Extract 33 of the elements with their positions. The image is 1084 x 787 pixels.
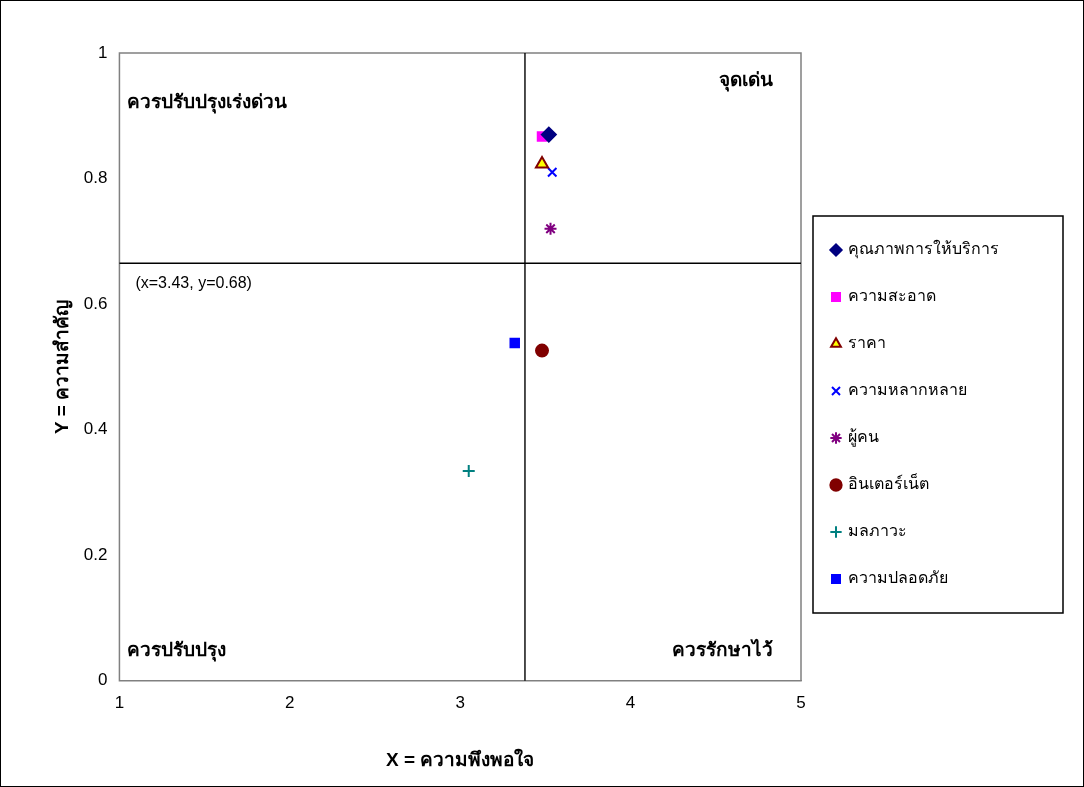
legend-label: คุณภาพการให้บริการ bbox=[848, 239, 999, 260]
legend-label: ผู้คน bbox=[848, 428, 879, 448]
y-tick-label: 1 bbox=[97, 42, 108, 62]
y-tick-label: 0.2 bbox=[83, 544, 108, 564]
annotation: ควรรักษาไว้ bbox=[672, 638, 773, 661]
x-tick-label: 2 bbox=[285, 692, 295, 712]
y-tick-label: 0.4 bbox=[83, 419, 108, 439]
legend-label: ความปลอดภัย bbox=[848, 569, 948, 587]
legend-label: ราคา bbox=[848, 334, 886, 352]
point bbox=[546, 167, 558, 178]
annotation: ควรปรับปรุง bbox=[127, 639, 227, 663]
point bbox=[540, 126, 557, 143]
y-tick-label: 0.6 bbox=[83, 293, 108, 313]
annotation: ควรปรับปรุงเร่งด่วน bbox=[127, 91, 288, 115]
legend-label: ความสะอาด bbox=[848, 287, 936, 305]
x-tick-label: 4 bbox=[625, 692, 636, 712]
legend-label: ความหลากหลาย bbox=[848, 381, 967, 399]
x-axis-title: X = ความพึงพอใจ bbox=[386, 747, 535, 770]
point bbox=[509, 337, 520, 349]
point bbox=[535, 343, 549, 358]
legend-label: มลภาวะ bbox=[848, 522, 907, 540]
x-tick-label: 1 bbox=[114, 692, 125, 712]
y-axis-title: Y = ความสำคัญ bbox=[50, 299, 73, 434]
x-tick-label: 3 bbox=[455, 692, 465, 712]
annotation: จุดเด่น bbox=[719, 69, 773, 93]
point bbox=[461, 464, 476, 479]
point bbox=[543, 221, 558, 236]
annotation: (x=3.43, y=0.68) bbox=[135, 273, 252, 291]
y-tick-label: 0.8 bbox=[83, 168, 108, 188]
legend-label: อินเตอร์เน็ต bbox=[848, 473, 929, 493]
point bbox=[534, 156, 550, 169]
x-tick-label: 5 bbox=[796, 692, 806, 712]
y-tick-label: 0 bbox=[97, 670, 108, 690]
